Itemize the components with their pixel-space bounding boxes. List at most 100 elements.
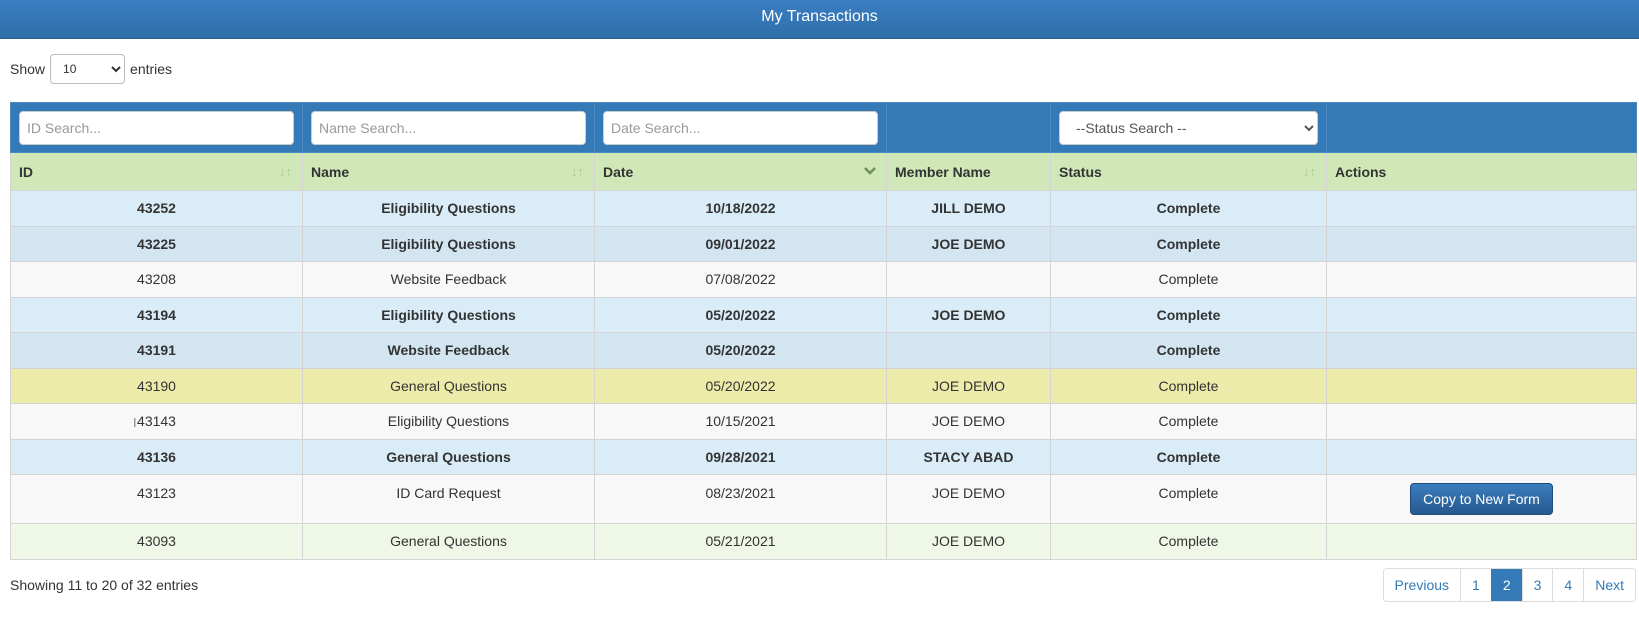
cell-name: General Questions — [302, 438, 595, 475]
sort-desc-icon — [864, 164, 876, 179]
cell-actions — [1326, 367, 1637, 404]
cell-date: 05/20/2022 — [594, 367, 887, 404]
cell-date: 10/15/2021 — [594, 403, 887, 440]
next-page-button[interactable]: Next — [1583, 568, 1635, 601]
entries-info: Showing 11 to 20 of 32 entries — [10, 576, 199, 593]
length-control: Show 10 entries — [10, 54, 1629, 84]
status-search-select[interactable]: --Status Search -- — [1059, 110, 1318, 145]
column-header-member-name: Member Name — [886, 152, 1051, 191]
cell-member: JILL DEMO — [886, 190, 1051, 227]
id-search-input[interactable] — [19, 110, 294, 145]
cell-id: 43123 — [10, 474, 303, 524]
cell-date: 05/20/2022 — [594, 296, 887, 333]
table-row[interactable]: 43194 Eligibility Questions 05/20/2022 J… — [10, 296, 1637, 333]
cell-id: 43136 — [10, 438, 303, 475]
cell-id: 43208 — [10, 261, 303, 298]
page-button-3[interactable]: 3 — [1521, 568, 1553, 601]
cell-actions — [1326, 296, 1637, 333]
empty-filter-cell — [886, 102, 1051, 153]
cell-id: 43143 — [10, 403, 303, 440]
cell-status: Complete — [1050, 523, 1327, 560]
table-row[interactable]: 43093 General Questions 05/21/2021 JOE D… — [10, 523, 1637, 560]
column-header-date[interactable]: Date — [594, 152, 887, 191]
column-header-actions: Actions — [1326, 152, 1637, 191]
cell-member: JOE DEMO — [886, 474, 1051, 524]
cell-status: Complete — [1050, 367, 1327, 404]
cell-member: STACY ABAD — [886, 438, 1051, 475]
sort-both-icon: ↓↑ — [1303, 164, 1316, 179]
show-label: Show — [10, 61, 46, 77]
cell-date: 05/21/2021 — [594, 523, 887, 560]
cell-name: Eligibility Questions — [302, 225, 595, 262]
cell-actions — [1326, 332, 1637, 369]
cell-member: JOE DEMO — [886, 296, 1051, 333]
table-row[interactable]: 43252 Eligibility Questions 10/18/2022 J… — [10, 190, 1637, 227]
cell-name: ID Card Request — [302, 474, 595, 524]
header-row: ID ↓↑ Name ↓↑ Date Member Name Status ↓↑ Ac… — [10, 152, 1637, 191]
table-row[interactable]: 43225 Eligibility Questions 09/01/2022 J… — [10, 225, 1637, 262]
cell-actions — [1326, 190, 1637, 227]
column-header-name[interactable]: Name ↓↑ — [302, 152, 595, 191]
page-title: My Transactions — [0, 0, 1639, 39]
sort-both-icon: ↓↑ — [279, 164, 292, 179]
cell-id: 43093 — [10, 523, 303, 560]
text-cursor-icon: I — [133, 415, 137, 430]
cell-actions — [1326, 403, 1637, 440]
cell-actions — [1326, 225, 1637, 262]
main-content: Show 10 entries --Status Search -- — [0, 54, 1639, 602]
cell-member — [886, 261, 1051, 298]
table-footer: Showing 11 to 20 of 32 entries Previous … — [10, 567, 1636, 602]
cell-status: Complete — [1050, 261, 1327, 298]
cell-name: Eligibility Questions — [302, 190, 595, 227]
empty-filter-cell — [1326, 102, 1637, 153]
cell-date: 07/08/2022 — [594, 261, 887, 298]
cell-actions: Copy to New Form — [1326, 474, 1637, 524]
cell-actions — [1326, 523, 1637, 560]
filter-row: --Status Search -- — [10, 102, 1637, 153]
previous-page-button[interactable]: Previous — [1383, 568, 1461, 601]
cell-name: General Questions — [302, 367, 595, 404]
page-button-1[interactable]: 1 — [1460, 568, 1491, 601]
date-search-input[interactable] — [603, 110, 878, 145]
cell-member: JOE DEMO — [886, 225, 1051, 262]
cell-id: 43190 — [10, 367, 303, 404]
pagination: Previous 1 2 3 4 Next — [1382, 567, 1636, 602]
cell-name: Eligibility Questions — [302, 403, 595, 440]
cell-actions — [1326, 261, 1637, 298]
page-button-2[interactable]: 2 — [1490, 568, 1522, 601]
cell-date: 09/01/2022 — [594, 225, 887, 262]
cell-status: Complete — [1050, 403, 1327, 440]
cell-status: Complete — [1050, 190, 1327, 227]
cell-status: Complete — [1050, 438, 1327, 475]
cell-id: 43194 — [10, 296, 303, 333]
page-button-4[interactable]: 4 — [1552, 568, 1584, 601]
cell-id: 43191 — [10, 332, 303, 369]
cell-actions — [1326, 438, 1637, 475]
transactions-table: --Status Search -- ID↓↑ Name↓↑ Date Memb… — [10, 102, 1637, 560]
cell-id: 43225 — [10, 225, 303, 262]
name-search-input[interactable] — [311, 110, 586, 145]
cell-date: 09/28/2021 — [594, 438, 887, 475]
table-row[interactable]: 43136 General Questions 09/28/2021 STACY… — [10, 438, 1637, 475]
entries-select[interactable]: 10 — [50, 54, 126, 84]
cell-status: Complete — [1050, 474, 1327, 524]
cell-name: Website Feedback — [302, 261, 595, 298]
table-row[interactable]: 43208 Website Feedback 07/08/2022 Comple… — [10, 261, 1637, 298]
table-row[interactable]: 43191 Website Feedback 05/20/2022 Comple… — [10, 332, 1637, 369]
cell-status: Complete — [1050, 225, 1327, 262]
table-row[interactable]: 43143 Eligibility Questions 10/15/2021 J… — [10, 403, 1637, 440]
column-header-status[interactable]: Status ↓↑ — [1050, 152, 1327, 191]
cell-name: Website Feedback — [302, 332, 595, 369]
cell-member — [886, 332, 1051, 369]
cell-member: JOE DEMO — [886, 523, 1051, 560]
table-row[interactable]: 43123 ID Card Request 08/23/2021 JOE DEM… — [10, 474, 1637, 524]
column-header-id[interactable]: ID ↓↑ — [10, 152, 303, 191]
table-row[interactable]: 43190 General Questions 05/20/2022 JOE D… — [10, 367, 1637, 404]
cell-name: Eligibility Questions — [302, 296, 595, 333]
copy-to-new-form-button[interactable]: Copy to New Form — [1410, 483, 1553, 515]
cell-member: JOE DEMO — [886, 403, 1051, 440]
cell-id: 43252 — [10, 190, 303, 227]
cell-status: Complete — [1050, 296, 1327, 333]
cell-member: JOE DEMO — [886, 367, 1051, 404]
cell-date: 05/20/2022 — [594, 332, 887, 369]
